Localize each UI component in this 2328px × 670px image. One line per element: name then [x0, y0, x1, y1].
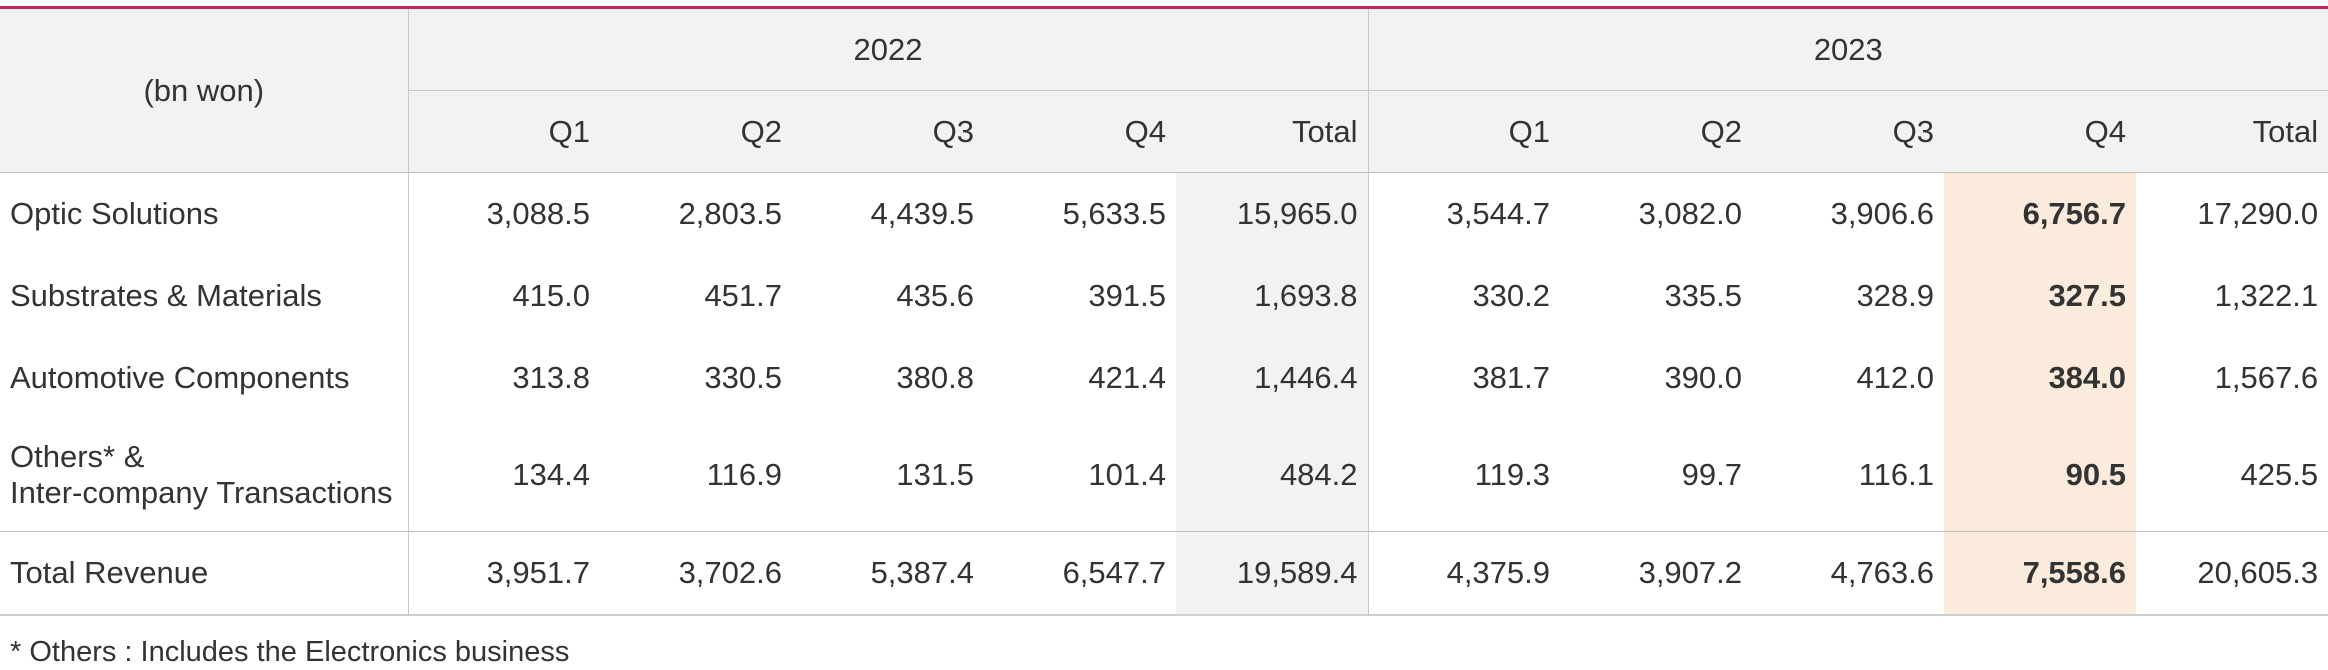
year-header-2022: 2022: [408, 9, 1369, 91]
table-cell: 4,763.6: [1752, 531, 1945, 616]
table-row: Substrates & Materials 415.0 451.7 435.6…: [0, 255, 2328, 337]
row-label: Total Revenue: [0, 531, 409, 616]
table-cell: 330.5: [704, 360, 782, 395]
highlight-value: 384.0: [2048, 360, 2127, 395]
table-cell-total: 15,965.0: [1176, 172, 1369, 255]
row-label-text: Total Revenue: [10, 555, 209, 590]
row-label-text: Optic Solutions: [10, 196, 219, 231]
row-label-text: Others* &: [10, 439, 145, 474]
table-row: Others* & Inter-company Transactions 134…: [0, 419, 2328, 532]
table-cell: 3,702.6: [600, 531, 792, 616]
row-label: Optic Solutions: [0, 172, 409, 255]
table-cell: 131.5: [896, 457, 974, 492]
table-row-total: Total Revenue 3,951.7 3,702.6 5,387.4 6,…: [0, 531, 2328, 616]
table-cell: 3,088.5: [408, 172, 600, 255]
table-cell: 425.5: [2240, 457, 2319, 492]
header-row-years: (bn won) 2022 2023: [0, 9, 2328, 173]
table-cell: 451.7: [704, 278, 782, 313]
table-cell: 17,290.0: [2136, 172, 2328, 255]
table-cell: 3,906.6: [1752, 172, 1945, 255]
table-cell: 116.9: [706, 457, 782, 492]
table-cell: 116.1: [1858, 457, 1935, 492]
col-header: Q2: [1560, 90, 1753, 173]
table-cell: 4,439.5: [792, 172, 984, 255]
table-cell: 335.5: [1664, 278, 1743, 313]
table-cell: 415.0: [512, 278, 590, 313]
row-label: Automotive Components: [0, 337, 409, 419]
table-cell-highlight: 6,756.7: [1944, 172, 2137, 255]
table-cell-highlight: 7,558.6: [1944, 531, 2137, 616]
row-label-text-line2: Inter-company Transactions: [10, 475, 393, 510]
table-cell: 330.2: [1472, 278, 1551, 313]
highlight-value: 327.5: [2048, 278, 2127, 313]
table-cell: 3,907.2: [1560, 531, 1753, 616]
table-cell-total: 19,589.4: [1176, 531, 1369, 616]
row-label: Others* & Inter-company Transactions: [0, 419, 409, 532]
table-cell: 412.0: [1856, 360, 1935, 395]
top-accent-line: [0, 6, 2328, 9]
table-cell: 3,951.7: [408, 531, 600, 616]
table-cell-total: 1,446.4: [1176, 337, 1369, 419]
table-cell: 313.8: [512, 360, 590, 395]
col-header: Total: [1176, 90, 1369, 173]
table-cell: 20,605.3: [2136, 531, 2328, 616]
table-cell: 5,387.4: [792, 531, 984, 616]
col-header: Q2: [600, 90, 792, 173]
table-cell-total: 484.2: [1176, 419, 1369, 532]
table-row: Optic Solutions 3,088.5 2,803.5 4,439.5 …: [0, 172, 2328, 255]
table-cell: 380.8: [896, 360, 974, 395]
table-cell-highlight: 327.5: [1944, 255, 2137, 337]
table-cell: 2,803.5: [600, 172, 792, 255]
col-header: Q1: [1368, 90, 1561, 173]
col-header: Q4: [1944, 90, 2137, 173]
table-cell: 435.6: [896, 278, 974, 313]
table-cell: 3,544.7: [1368, 172, 1561, 255]
table-cell-total: 1,693.8: [1176, 255, 1369, 337]
table-cell: 381.7: [1472, 360, 1551, 395]
table-cell: 390.0: [1664, 360, 1743, 395]
header-row-quarters: Q1 Q2 Q3 Q4 Total Q1 Q2 Q3 Q4 Total: [0, 90, 2328, 173]
table-cell-highlight: 90.5: [1944, 419, 2137, 532]
year-header-2023: 2023: [1368, 9, 2328, 91]
col-header: Q3: [1752, 90, 1945, 173]
footnote: * Others : Includes the Electronics busi…: [10, 636, 570, 668]
highlight-value: 90.5: [2065, 457, 2127, 492]
revenue-table: (bn won) 2022 2023 Q1 Q2 Q3 Q4 Total Q1 …: [0, 9, 2328, 616]
highlight-value: 6,756.7: [2022, 196, 2127, 231]
table-cell: 101.4: [1088, 457, 1166, 492]
table-cell: 119.3: [1474, 457, 1551, 492]
row-label-text: Automotive Components: [10, 360, 350, 395]
table-cell: 5,633.5: [984, 172, 1176, 255]
table-cell: 391.5: [1088, 278, 1166, 313]
highlight-value: 7,558.6: [2022, 555, 2127, 590]
table-cell: 4,375.9: [1368, 531, 1561, 616]
row-label: Substrates & Materials: [0, 255, 409, 337]
table-cell: 6,547.7: [984, 531, 1176, 616]
table-row: Automotive Components 313.8 330.5 380.8 …: [0, 337, 2328, 419]
table-cell: 328.9: [1856, 278, 1935, 313]
col-header: Q3: [792, 90, 984, 173]
table-cell: 1,322.1: [2214, 278, 2319, 313]
table-cell: 421.4: [1088, 360, 1166, 395]
col-header: Total: [2136, 90, 2328, 173]
col-header: Q1: [408, 90, 600, 173]
table-cell: 3,082.0: [1560, 172, 1753, 255]
col-header: Q4: [984, 90, 1176, 173]
table-cell: 134.4: [512, 457, 590, 492]
table-cell: 99.7: [1681, 457, 1743, 492]
unit-label-header: (bn won): [0, 9, 409, 173]
table-cell-highlight: 384.0: [1944, 337, 2137, 419]
row-label-text: Substrates & Materials: [10, 278, 322, 313]
table-cell: 1,567.6: [2214, 360, 2319, 395]
